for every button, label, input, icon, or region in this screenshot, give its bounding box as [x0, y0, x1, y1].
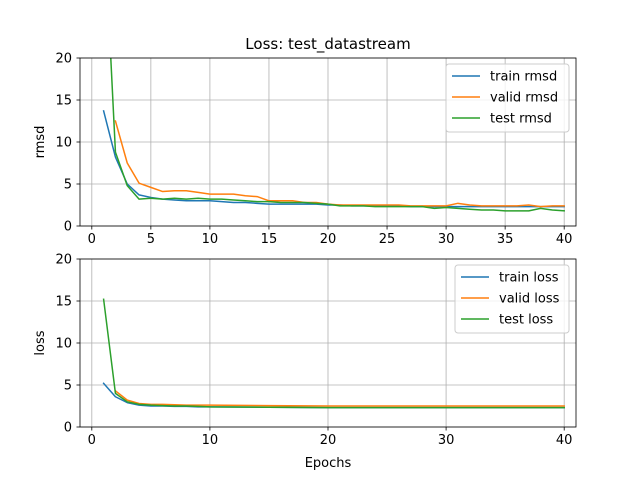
series-line-test-loss — [102, 298, 565, 409]
y-tick-label: 5 — [64, 178, 72, 193]
x-tick-label: 20 — [320, 433, 337, 448]
x-tick-label: 25 — [379, 232, 396, 247]
x-tick-label: 0 — [88, 232, 96, 247]
series-line-test-rmsd — [110, 58, 565, 212]
legend-box — [454, 264, 570, 334]
legend-label: test rmsd — [490, 112, 552, 127]
x-tick-label: 0 — [88, 433, 96, 448]
y-tick-label: 15 — [55, 94, 72, 109]
x-tick-label: 30 — [438, 433, 455, 448]
y-tick-label: 20 — [55, 52, 72, 67]
legend-label: train rmsd — [490, 70, 557, 85]
bottom-plot-loss: 0 10 20 30 40 0 5 10 15 20 train loss valid loss tes… — [55, 253, 577, 448]
y-tick-label: 5 — [64, 379, 72, 394]
legend: train rmsd valid rmsd test rmsd — [445, 63, 570, 133]
x-tick-label: 5 — [147, 232, 155, 247]
x-tick-label: 15 — [261, 232, 278, 247]
legend-label: train loss — [499, 271, 559, 286]
y-tick-label: 15 — [55, 295, 72, 310]
x-tick-label: 30 — [438, 232, 455, 247]
legend-label: valid rmsd — [490, 91, 558, 106]
y-tick-label: 20 — [55, 253, 72, 268]
legend-box — [445, 63, 570, 133]
series-line-valid-rmsd — [114, 120, 565, 208]
y-tick-label: 10 — [55, 136, 72, 151]
y-tick-label: 0 — [64, 220, 72, 235]
series-line-valid-loss — [114, 389, 565, 407]
x-tick-label: 10 — [202, 232, 219, 247]
top-plot-rmsd: 0 5 10 15 20 25 30 35 40 0 5 10 15 20 train rmsd valid … — [55, 52, 577, 247]
y-axis-label-rmsd: rmsd — [33, 126, 48, 159]
x-tick-label: 40 — [556, 433, 573, 448]
x-axis-label-epochs: Epochs — [305, 456, 352, 471]
x-tick-label: 35 — [497, 232, 514, 247]
legend: train loss valid loss test loss — [454, 264, 570, 334]
x-tick-label: 20 — [320, 232, 337, 247]
y-tick-label: 0 — [64, 421, 72, 436]
x-tick-label: 10 — [202, 433, 219, 448]
y-tick-label: 10 — [55, 337, 72, 352]
legend-label: test loss — [499, 313, 553, 328]
y-axis-label-loss: loss — [33, 330, 48, 355]
legend-label: valid loss — [499, 292, 560, 307]
x-tick-label: 40 — [556, 232, 573, 247]
chart-title: Loss: test_datastream — [245, 35, 410, 54]
